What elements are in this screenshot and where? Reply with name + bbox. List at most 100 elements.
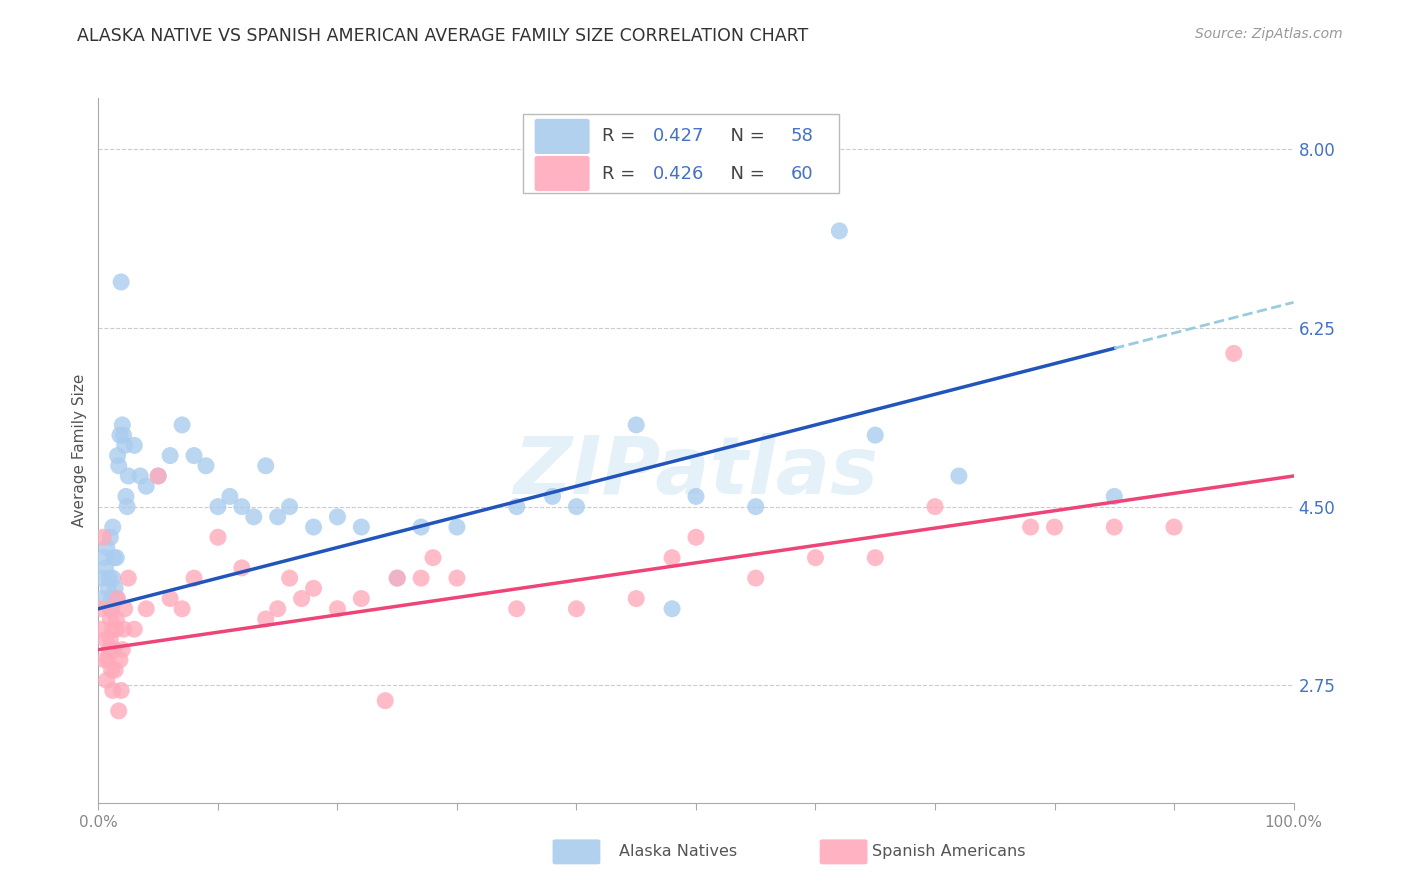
Point: [107, 704, 129, 718]
Text: 58: 58: [790, 128, 813, 145]
Point: [90, 601, 112, 615]
Point: [98, 530, 122, 544]
Point: [243, 509, 266, 524]
Point: [278, 500, 301, 514]
FancyBboxPatch shape: [523, 114, 839, 194]
Point: [94, 632, 117, 647]
Point: [207, 500, 229, 514]
Point: [326, 601, 349, 615]
Point: [685, 530, 707, 544]
Point: [103, 550, 125, 565]
Y-axis label: Average Family Size: Average Family Size: [72, 374, 87, 527]
Point: [745, 571, 768, 585]
Point: [254, 612, 277, 626]
Point: [374, 694, 396, 708]
Point: [91, 571, 114, 585]
Point: [506, 601, 529, 615]
Text: N =: N =: [718, 164, 770, 183]
Point: [195, 458, 218, 473]
Point: [172, 417, 194, 432]
Point: [685, 490, 707, 504]
Point: [278, 571, 301, 585]
Point: [108, 653, 131, 667]
Point: [626, 591, 648, 606]
Point: [108, 428, 131, 442]
Text: 0.427: 0.427: [652, 128, 704, 145]
Point: [124, 438, 146, 452]
Point: [804, 550, 827, 565]
Text: Alaska Natives: Alaska Natives: [619, 845, 737, 859]
Point: [114, 438, 136, 452]
Point: [115, 490, 138, 504]
Point: [97, 582, 120, 596]
Point: [98, 571, 121, 585]
Point: [385, 571, 409, 585]
Point: [98, 642, 121, 657]
Point: [112, 622, 135, 636]
Point: [101, 622, 124, 636]
Point: [96, 541, 118, 555]
Point: [148, 469, 170, 483]
Point: [100, 601, 122, 615]
Point: [91, 530, 114, 544]
Point: [105, 550, 128, 565]
Point: [107, 458, 129, 473]
Point: [94, 561, 117, 575]
Point: [124, 622, 146, 636]
Point: [326, 509, 349, 524]
Point: [626, 417, 648, 432]
Point: [104, 663, 127, 677]
Point: [411, 520, 433, 534]
Point: [1043, 520, 1066, 534]
Point: [114, 601, 136, 615]
Point: [101, 520, 124, 534]
Point: [948, 469, 970, 483]
Point: [96, 673, 118, 688]
Point: [219, 490, 242, 504]
Point: [1163, 520, 1185, 534]
Point: [93, 550, 115, 565]
Text: 60: 60: [790, 164, 813, 183]
FancyBboxPatch shape: [534, 156, 589, 191]
Point: [291, 591, 314, 606]
Point: [565, 601, 588, 615]
Point: [172, 601, 194, 615]
Point: [105, 612, 128, 626]
Point: [661, 550, 683, 565]
Text: Source: ZipAtlas.com: Source: ZipAtlas.com: [1195, 27, 1343, 41]
Point: [183, 571, 205, 585]
Point: [267, 601, 290, 615]
Point: [302, 520, 325, 534]
Point: [105, 622, 128, 636]
Point: [91, 622, 114, 636]
Text: ZIPatlas: ZIPatlas: [513, 433, 879, 510]
Point: [422, 550, 444, 565]
Point: [207, 530, 229, 544]
Point: [924, 500, 946, 514]
Point: [98, 632, 122, 647]
FancyBboxPatch shape: [534, 119, 589, 154]
Point: [159, 449, 181, 463]
Text: N =: N =: [718, 128, 770, 145]
Point: [159, 591, 181, 606]
Point: [110, 683, 132, 698]
Point: [103, 642, 125, 657]
Point: [101, 683, 124, 698]
Text: R =: R =: [602, 128, 641, 145]
Text: Spanish Americans: Spanish Americans: [872, 845, 1025, 859]
Text: R =: R =: [602, 164, 641, 183]
Point: [148, 469, 170, 483]
Point: [115, 500, 138, 514]
Point: [267, 509, 290, 524]
Point: [661, 601, 683, 615]
Point: [97, 653, 120, 667]
Point: [1019, 520, 1042, 534]
Point: [104, 582, 127, 596]
Point: [302, 582, 325, 596]
Point: [117, 571, 139, 585]
Point: [117, 469, 139, 483]
Point: [231, 500, 253, 514]
Point: [112, 428, 135, 442]
Point: [231, 561, 253, 575]
Point: [111, 642, 134, 657]
